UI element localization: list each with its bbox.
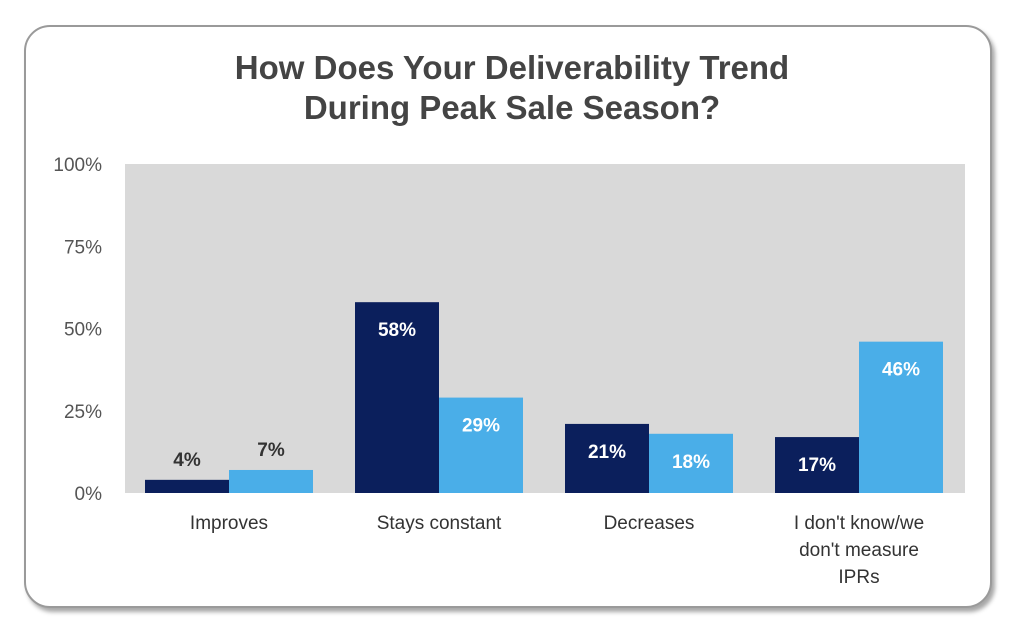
y-tick-label: 25% xyxy=(64,402,102,423)
bar xyxy=(229,469,313,493)
bar xyxy=(145,479,229,493)
data-label: 17% xyxy=(798,455,836,476)
chart-title: How Does Your Deliverability Trend Durin… xyxy=(0,48,1024,128)
data-label: 7% xyxy=(257,440,285,461)
chart-title-line-1: How Does Your Deliverability Trend xyxy=(234,49,790,86)
chart-title-line-2: During Peak Sale Season? xyxy=(303,89,721,126)
data-label: 4% xyxy=(173,450,201,471)
data-label: 29% xyxy=(462,416,500,437)
x-category-label: Improves xyxy=(190,513,268,534)
bar xyxy=(649,433,733,493)
bar xyxy=(355,302,439,493)
x-category-label: I don't know/we xyxy=(794,513,924,534)
bar xyxy=(439,397,523,493)
bar xyxy=(859,341,943,493)
bar xyxy=(775,437,859,493)
bar xyxy=(565,423,649,493)
data-label: 21% xyxy=(588,442,626,463)
data-label: 58% xyxy=(378,320,416,341)
data-label: 46% xyxy=(882,360,920,381)
x-category-label: Stays constant xyxy=(377,513,502,534)
y-tick-label: 100% xyxy=(53,155,102,176)
x-category-label: IPRs xyxy=(838,567,879,588)
y-tick-label: 75% xyxy=(64,237,102,258)
x-category-label: don't measure xyxy=(799,540,919,561)
y-tick-label: 50% xyxy=(64,320,102,341)
data-label: 18% xyxy=(672,452,710,473)
y-tick-label: 0% xyxy=(75,484,103,505)
x-category-label: Decreases xyxy=(604,513,695,534)
